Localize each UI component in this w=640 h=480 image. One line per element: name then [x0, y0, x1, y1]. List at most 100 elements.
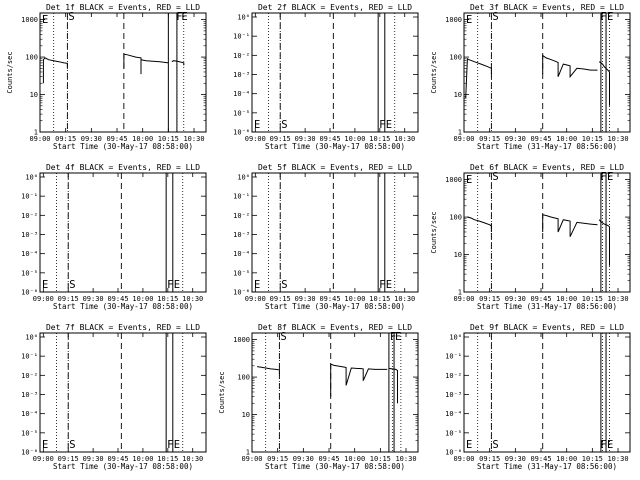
- x-tick-label: 09:00: [241, 455, 262, 463]
- x-axis-label: Start Time (30-May-17 08:58:00): [53, 462, 193, 471]
- y-tick-label: 10⁻²: [233, 52, 250, 60]
- event-marker-label: S: [69, 279, 75, 291]
- event-marker-label: E: [607, 171, 613, 183]
- y-axis-label: Counts/sec: [218, 371, 226, 413]
- event-marker-label: E: [466, 439, 472, 451]
- y-tick-label: 10⁻⁶: [21, 449, 38, 457]
- x-axis-label: Start Time (30-May-17 08:58:00): [265, 302, 405, 311]
- x-tick-label: 09:30: [81, 135, 102, 143]
- event-marker-label: F: [390, 331, 396, 343]
- event-marker-label: F: [600, 439, 606, 451]
- event-marker-label: S: [492, 171, 498, 183]
- x-tick-label: 09:00: [29, 135, 50, 143]
- plot-panel: Det 5f BLACK = Events, RED = LLD 09:00 09:…: [233, 163, 419, 311]
- y-tick-label: 10⁰: [237, 174, 250, 182]
- plot-frame: [39, 12, 207, 133]
- y-tick-label: 100: [449, 54, 462, 62]
- x-tick-label: 09:00: [245, 135, 266, 143]
- series-line: [171, 60, 185, 66]
- series-line: [542, 54, 598, 79]
- x-tick-label: 09:45: [319, 295, 340, 303]
- x-axis-label: Start Time (30-May-17 08:58:00): [265, 462, 405, 471]
- plot-panel: Det 8f BLACK = Events, RED = LLD 09:00 09:…: [218, 323, 419, 471]
- event-marker-label: E: [254, 279, 260, 291]
- y-tick-label: 10: [30, 91, 38, 99]
- y-tick-label: 10⁻³: [21, 231, 38, 239]
- x-tick-label: 10:30: [607, 135, 628, 143]
- event-marker-label: E: [254, 119, 260, 131]
- y-tick-label: 10⁻⁵: [233, 269, 250, 277]
- x-tick-label: 10:15: [369, 295, 390, 303]
- y-tick-label: 10⁻¹: [21, 353, 38, 361]
- y-tick-label: 10⁻²: [233, 212, 250, 220]
- event-marker-label: E: [174, 439, 180, 451]
- plot-panel: Det 1f BLACK = Events, RED = LLD 09:00 09:…: [6, 3, 207, 151]
- x-tick-label: 10:00: [344, 135, 365, 143]
- x-tick-label: 09:45: [319, 135, 340, 143]
- y-tick-label: 10⁰: [237, 14, 250, 22]
- event-marker-label: E: [181, 11, 187, 23]
- y-tick-label: 10⁻¹: [445, 353, 462, 361]
- plot-frame: [463, 12, 631, 133]
- plot-title: Det 4f BLACK = Events, RED = LLD: [46, 163, 200, 172]
- event-marker-label: S: [68, 11, 74, 23]
- plot-panel: Det 9f BLACK = Events, RED = LLD 09:00 09:…: [445, 323, 631, 471]
- plot-frame: [251, 172, 419, 293]
- plot-panel: Det 3f BLACK = Events, RED = LLD 09:00 09:…: [430, 3, 631, 151]
- x-tick-label: 09:15: [58, 455, 79, 463]
- x-tick-label: 10:30: [182, 295, 203, 303]
- y-tick-label: 10⁻⁵: [21, 429, 38, 437]
- event-marker-label: E: [466, 174, 472, 186]
- event-marker-label: E: [466, 14, 472, 26]
- x-axis-label: Start Time (31-May-17 08:56:00): [477, 302, 617, 311]
- y-tick-label: 10⁻⁶: [233, 289, 250, 297]
- plot-panel: Det 2f BLACK = Events, RED = LLD 09:00 09:…: [233, 3, 419, 151]
- plot-title: Det 7f BLACK = Events, RED = LLD: [46, 323, 200, 332]
- x-tick-label: 09:00: [453, 455, 474, 463]
- x-tick-label: 09:00: [245, 295, 266, 303]
- y-tick-label: 1: [458, 129, 462, 137]
- plot-frame: [39, 172, 207, 293]
- plot-panel: Det 7f BLACK = Events, RED = LLD 09:00 09:…: [21, 323, 207, 471]
- y-tick-label: 10⁻⁴: [233, 250, 250, 258]
- x-tick-label: 10:15: [157, 295, 178, 303]
- x-tick-label: 09:30: [293, 455, 314, 463]
- y-tick-label: 10⁻⁴: [21, 250, 38, 258]
- series-line: [598, 219, 610, 266]
- y-tick-label: 10⁻¹: [233, 33, 250, 41]
- x-tick-label: 09:15: [58, 295, 79, 303]
- x-tick-label: 10:15: [370, 455, 391, 463]
- series-line: [42, 57, 68, 84]
- y-tick-label: 100: [25, 54, 38, 62]
- plot-frame: [251, 12, 419, 133]
- y-tick-label: 10⁻⁵: [233, 109, 250, 117]
- x-axis-label: Start Time (30-May-17 08:58:00): [53, 142, 193, 151]
- event-marker-label: F: [600, 171, 606, 183]
- x-tick-label: 09:15: [267, 455, 288, 463]
- y-tick-label: 100: [449, 214, 462, 222]
- x-tick-label: 09:15: [479, 455, 500, 463]
- y-tick-label: 10⁻²: [21, 212, 38, 220]
- event-marker-label: S: [492, 11, 498, 23]
- series-line: [467, 216, 492, 232]
- y-tick-label: 10⁻⁴: [233, 90, 250, 98]
- x-tick-label: 10:30: [394, 295, 415, 303]
- plot-title: Det 8f BLACK = Events, RED = LLD: [258, 323, 412, 332]
- x-tick-label: 10:30: [395, 455, 416, 463]
- x-tick-label: 09:00: [453, 295, 474, 303]
- event-marker-label: F: [167, 279, 173, 291]
- x-tick-label: 10:15: [157, 455, 178, 463]
- x-tick-label: 09:30: [295, 295, 316, 303]
- event-marker-label: S: [492, 439, 498, 451]
- x-tick-label: 09:15: [270, 135, 291, 143]
- event-marker-label: F: [600, 11, 606, 23]
- y-tick-label: 1: [246, 449, 250, 457]
- x-tick-label: 09:30: [505, 135, 526, 143]
- y-tick-label: 10⁻³: [445, 391, 462, 399]
- x-axis-label: Start Time (31-May-17 08:56:00): [477, 142, 617, 151]
- plot-frame: [463, 332, 631, 453]
- x-tick-label: 09:15: [479, 295, 500, 303]
- event-marker-label: E: [386, 279, 392, 291]
- y-tick-label: 10: [454, 251, 462, 259]
- x-tick-label: 09:45: [318, 455, 339, 463]
